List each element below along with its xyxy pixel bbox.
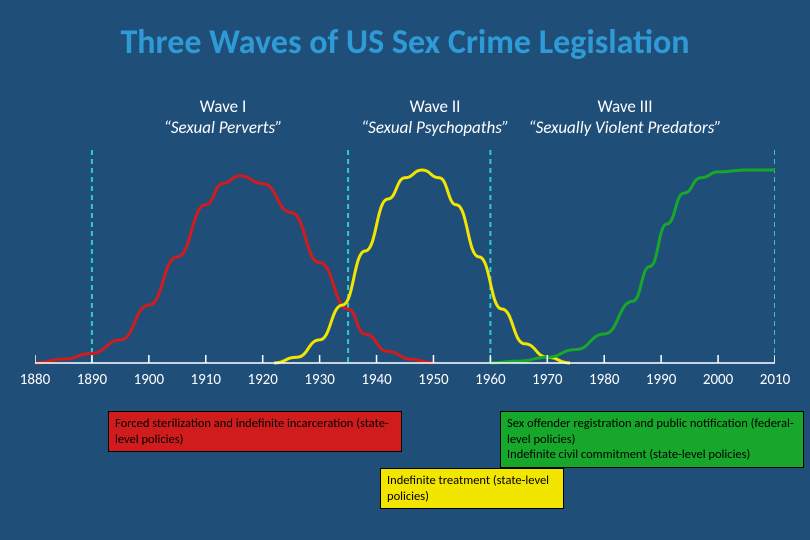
xtick-2010: 2010 — [760, 371, 790, 389]
box-wave2: Indefinite treatment (state-level polici… — [380, 468, 564, 509]
wave3-name: Wave III — [495, 96, 755, 117]
wave1-subtitle: “Sexual Perverts” — [113, 117, 333, 138]
page-title: Three Waves of US Sex Crime Legislation — [0, 22, 810, 63]
xtick-1920: 1920 — [247, 371, 277, 389]
wave1-label: Wave I “Sexual Perverts” — [113, 96, 333, 139]
xtick-1990: 1990 — [646, 371, 676, 389]
wave1-curve — [35, 176, 433, 363]
xtick-1930: 1930 — [304, 371, 334, 389]
wave2-subtitle: “Sexual Psychopaths” — [355, 117, 515, 138]
xtick-1950: 1950 — [418, 371, 448, 389]
wave2-name: Wave II — [355, 96, 515, 117]
box-wave1: Forced sterilization and indefinite inca… — [108, 411, 402, 452]
xtick-1970: 1970 — [532, 371, 562, 389]
wave1-name: Wave I — [113, 96, 333, 117]
wave3-curve — [490, 170, 775, 363]
xtick-1960: 1960 — [475, 371, 505, 389]
wave2-label: Wave II “Sexual Psychopaths” — [355, 96, 515, 139]
slide-root: Three Waves of US Sex Crime Legislation … — [0, 0, 810, 540]
wave3-subtitle: “Sexually Violent Predators” — [495, 117, 755, 138]
box-wave3: Sex offender registration and public not… — [500, 411, 804, 468]
xtick-1890: 1890 — [77, 371, 107, 389]
xtick-1910: 1910 — [191, 371, 221, 389]
xtick-1980: 1980 — [589, 371, 619, 389]
wave3-label: Wave III “Sexually Violent Predators” — [495, 96, 755, 139]
xtick-1940: 1940 — [361, 371, 391, 389]
waves-chart — [35, 150, 775, 365]
xtick-2000: 2000 — [703, 371, 733, 389]
xtick-1880: 1880 — [20, 371, 50, 389]
wave2-curve — [274, 170, 570, 363]
xtick-1900: 1900 — [134, 371, 164, 389]
